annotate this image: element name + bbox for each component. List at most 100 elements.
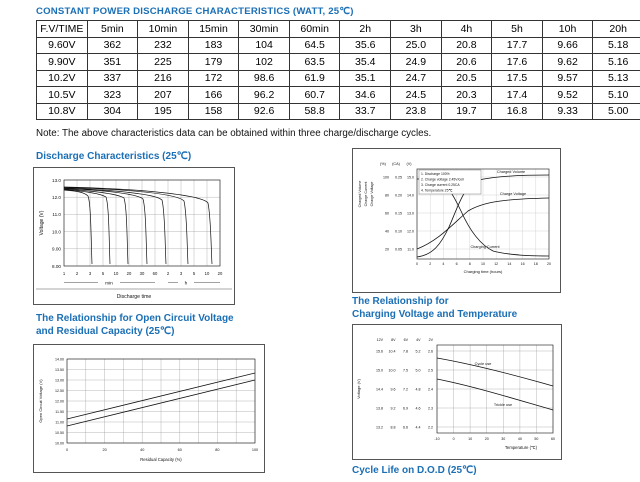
y-tick-label: 10.00	[55, 441, 64, 445]
x-tick-label: 80	[215, 448, 219, 452]
x-tick-label: 20	[547, 262, 551, 266]
x-axis-label: Discharge time	[117, 294, 152, 300]
scale-tick-label: 2.6	[428, 349, 433, 353]
scale-tick-label: 5.2	[416, 349, 421, 353]
scale-tick-label: 6.6	[403, 425, 408, 429]
table-cell: 102	[238, 53, 290, 71]
x-tick-label: 100	[252, 448, 258, 452]
table-header-cell: 5min	[86, 20, 139, 38]
plot-border	[66, 358, 256, 444]
scale-6v-ticks: 7.8 7.5 7.2 6.9 6.6	[403, 349, 408, 429]
y-tick-label: 13.00	[55, 378, 64, 382]
table-header-cell: 30min	[238, 20, 290, 38]
scale-tick-label: 2.2	[428, 425, 433, 429]
y-axis-label: Voltage (V)	[356, 378, 361, 398]
y-tick-label: 12.50	[55, 389, 64, 393]
voltage-tick-label: 15.0	[407, 175, 414, 179]
legend-items: 1. Discharge 100% 2. Charge voltage 2.45V…	[421, 172, 464, 193]
table-cell: 5.00	[592, 102, 640, 120]
percent-tick-label: 40	[385, 229, 389, 233]
table-cell: 20.5	[440, 69, 493, 87]
charge-voltage-curve-label: Charge Voltage	[500, 192, 526, 196]
table-cell: 17.5	[491, 69, 543, 87]
y-tick-label: 8.00	[52, 264, 61, 269]
table-cell: 5.16	[592, 53, 640, 71]
table-header-cell: 4h	[440, 20, 493, 38]
x-tick-label: 5	[102, 271, 105, 276]
table-cell: 104	[238, 36, 290, 54]
scale-4v-ticks: 5.2 5.0 4.8 4.6 4.4	[416, 349, 421, 429]
scale-tick-label: 7.8	[403, 349, 408, 353]
scale-tick-label: 13.8	[376, 406, 383, 410]
charge-temp-chart-svg: Cycle use Trickle use 12V 8V 6V 4V 2V 15.615…	[356, 338, 555, 450]
table-body: 9.60V 362 232 183 104 64.5 35.6 25.0 20.8 17.7 9.6…	[36, 36, 640, 120]
x-tick-labels: -10 0 10 20 30 40 50 60	[434, 437, 555, 441]
x-tick-label: -10	[434, 437, 439, 441]
heading-charge-temp-line1: The Relationship for	[352, 296, 449, 307]
charge-temp-chart: Cycle use Trickle use 12V 8V 6V 4V 2V 15.6 15…	[352, 324, 562, 460]
scale-tick-label: 10.4	[389, 349, 396, 353]
voltage-tick-label: 12.0	[407, 229, 414, 233]
x-tick-label: 0	[453, 437, 455, 441]
axis-unit-label: (V)	[406, 162, 412, 166]
scale-tick-label: 4.6	[416, 406, 421, 410]
scale-column-headers: 12V 8V 6V 4V 2V	[377, 338, 434, 342]
table-cell: 232	[137, 36, 189, 54]
table-cell: 20.6	[440, 53, 493, 71]
x-tick-label: 40	[518, 437, 522, 441]
heading-charge-temp-line2: Charging Voltage and Temperature	[352, 309, 518, 320]
plot-border	[416, 168, 550, 260]
discharge-curve	[63, 189, 93, 265]
x-tick-label: 2	[76, 271, 79, 276]
y-tick-label: 10.50	[55, 431, 64, 435]
ocv-lower-line	[66, 379, 256, 427]
current-tick-label: 0.15	[395, 211, 402, 215]
table-cell: 9.52	[541, 86, 594, 104]
x-tick-label: 2	[167, 271, 170, 276]
y-tick-label: 14.00	[55, 357, 64, 361]
scale-column-header: 4V	[416, 338, 421, 342]
table-cell: 24.9	[390, 53, 442, 71]
y-tick-label: 12.00	[55, 399, 64, 403]
legend-item: 4. Temperature 25℃	[421, 189, 452, 193]
scale-tick-label: 8.8	[391, 425, 396, 429]
voltage-tick-label: 13.0	[407, 211, 414, 215]
y-axis-label-volume: Charged Volume	[358, 181, 362, 208]
table-cell: 304	[86, 102, 139, 120]
axis-unit-label: (%)	[380, 162, 387, 166]
table-cell: 225	[137, 53, 189, 71]
y-tick-label: 11.50	[55, 410, 64, 414]
legend-item: 3. Charge current 0.25CA	[421, 183, 460, 187]
x-tick-label: 40	[140, 448, 144, 452]
x-tick-label: 18	[534, 262, 538, 266]
x-tick-label: 60	[551, 437, 555, 441]
y-axis-label: Voltage (V)	[39, 210, 45, 235]
scale-2v-ticks: 2.6 2.5 2.4 2.3 2.2	[428, 349, 433, 429]
table-cell: 323	[86, 86, 139, 104]
table-cell: 58.8	[288, 102, 341, 120]
x-tick-label: 12	[494, 262, 498, 266]
charging-chart: 1. Discharge 100% 2. Charge voltage 2.45V…	[352, 148, 561, 293]
table-cell: 10.2V	[36, 69, 88, 87]
trickle-use-line	[436, 378, 554, 411]
current-tick-label: 0.05	[395, 247, 402, 251]
x-tick-label: 20	[102, 448, 106, 452]
table-cell: 5.18	[592, 36, 640, 54]
table-cell: 10.8V	[36, 102, 88, 120]
x-tick-label: 3	[89, 271, 92, 276]
table-cell: 63.5	[288, 53, 341, 71]
x-tick-label: 10	[114, 271, 119, 276]
current-tick-label: 0.10	[395, 229, 402, 233]
trickle-use-label: Trickle use	[494, 403, 512, 407]
y-tick-label: 11.0	[52, 212, 61, 217]
scale-column-header: 12V	[377, 338, 384, 342]
table-header-cell: F.V/TIME	[36, 20, 88, 38]
x-tick-label: 60	[178, 448, 182, 452]
charged-volume-curve-label: Charged Volume	[497, 170, 525, 174]
table-cell: 5.13	[592, 69, 640, 87]
discharge-chart: 13.0 12.0 11.0 10.0 9.00 8.00 Voltage (V) 1 2 3…	[33, 167, 235, 305]
y-tick-label: 11.00	[55, 420, 64, 424]
legend-item: 2. Charge voltage 2.45V/cell	[421, 178, 464, 182]
x-tick-label: 30	[501, 437, 505, 441]
